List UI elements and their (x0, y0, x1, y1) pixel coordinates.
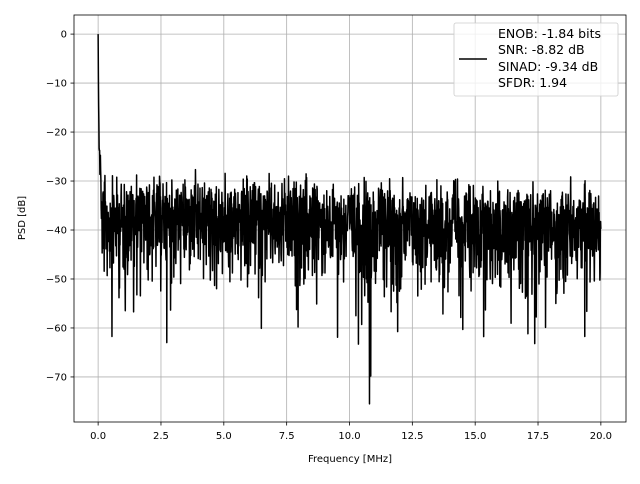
psd-series-line (97, 34, 602, 405)
x-tick-label: 12.5 (401, 431, 423, 442)
y-tick-label: −50 (46, 274, 67, 285)
legend: ENOB: -1.84 bits SNR: -8.82 dB SINAD: -9… (453, 22, 619, 97)
x-tick-label: 15.0 (464, 431, 486, 442)
x-tick-label: 7.5 (279, 431, 295, 442)
axes-frame (73, 14, 627, 423)
x-axis-ticks: 0.0 2.5 5.0 7.5 10.0 12.5 15.0 17.5 20.0 (90, 422, 612, 442)
x-tick-label: 20.0 (590, 431, 612, 442)
y-axis-label: PSD [dB] (17, 196, 28, 240)
y-tick-label: 0 (61, 30, 67, 41)
y-tick-label: −30 (46, 177, 67, 188)
y-tick-label: −40 (46, 226, 67, 237)
y-tick-label: −70 (46, 372, 67, 383)
legend-sinad: SINAD: -9.34 dB (498, 59, 598, 74)
x-tick-label: 10.0 (338, 431, 360, 442)
y-tick-label: −20 (46, 128, 67, 139)
x-axis-label: Frequency [MHz] (308, 454, 392, 465)
x-tick-label: 17.5 (527, 431, 549, 442)
legend-sfdr: SFDR: 1.94 (498, 75, 567, 90)
legend-snr: SNR: -8.82 dB (498, 42, 585, 57)
legend-box (453, 22, 619, 97)
x-tick-label: 0.0 (90, 431, 106, 442)
x-tick-label: 2.5 (153, 431, 169, 442)
x-tick-label: 5.0 (216, 431, 232, 442)
legend-enob: ENOB: -1.84 bits (498, 26, 601, 41)
y-tick-label: −60 (46, 323, 67, 334)
y-tick-label: −10 (46, 79, 67, 90)
y-axis-ticks: 0 −10 −20 −30 −40 −50 −60 −70 (46, 30, 74, 383)
